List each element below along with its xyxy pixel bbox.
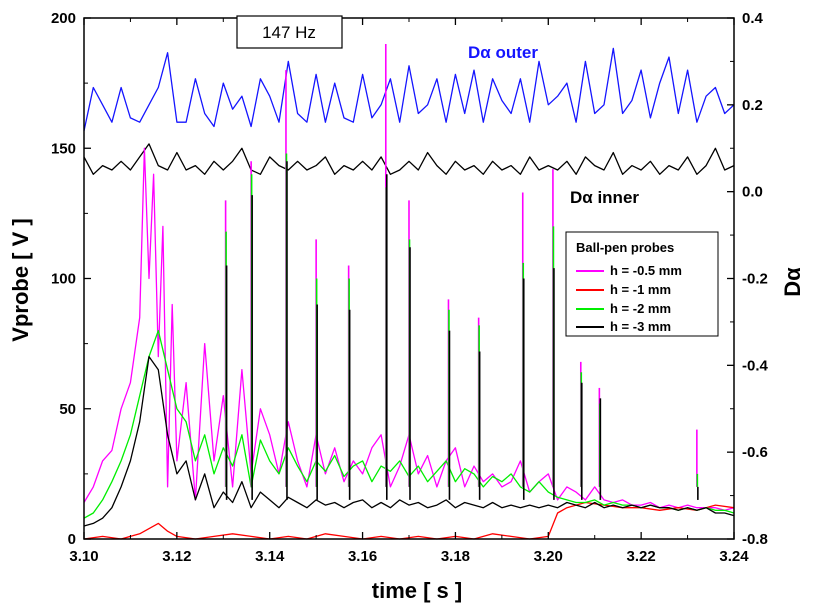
x-axis-title: time [ s ]	[372, 578, 462, 603]
y2-tick-label: 0.2	[742, 97, 763, 114]
axes: 3.10 3.12 3.14 3.16 3.18 3.20 3.22 3.24 0 50 100 15…	[51, 10, 769, 565]
y-tick-label: 50	[59, 401, 76, 418]
legend: Ball-pen probes h = -0.5 mm h = -1 mm h …	[565, 231, 719, 337]
inner-annotation: Dα inner	[570, 188, 639, 207]
x-tick-label: 3.14	[255, 548, 285, 565]
legend-entry-3: h = -3 mm	[610, 319, 671, 334]
y2-tick-label: -0.4	[742, 357, 769, 374]
y2-tick-label: -0.8	[742, 531, 768, 548]
y2-axis-title: Dα	[780, 267, 805, 297]
y-axis-title: Vprobe [ V ]	[8, 218, 33, 341]
plot-area	[83, 44, 735, 540]
x-tick-label: 3.16	[348, 548, 377, 565]
frequency-label: 147 Hz	[262, 23, 316, 42]
x-tick-label: 3.12	[162, 548, 191, 565]
y-tick-label: 150	[51, 140, 76, 157]
series-line-h-3-mm	[83, 355, 735, 527]
y2-tick-label: -0.2	[742, 271, 768, 288]
x-tick-label: 3.22	[627, 548, 656, 565]
legend-box	[565, 231, 719, 337]
series-line-d-inner	[83, 143, 735, 175]
legend-entry-0: h = -0.5 mm	[610, 263, 682, 278]
y2-tick-label: 0.4	[742, 10, 764, 27]
y2-tick-label: 0.0	[742, 184, 763, 201]
frequency-box	[236, 15, 343, 49]
legend-title: Ball-pen probes	[576, 240, 674, 255]
y-tick-label: 100	[51, 271, 76, 288]
legend-entry-1: h = -1 mm	[610, 282, 671, 297]
x-tick-label: 3.20	[534, 548, 563, 565]
y2-tick-label: -0.6	[742, 444, 768, 461]
legend-entry-2: h = -2 mm	[610, 301, 671, 316]
outer-annotation: Dα outer	[468, 43, 538, 62]
series-line-d-outer	[83, 47, 735, 132]
y-tick-label: 200	[51, 10, 76, 27]
x-tick-label: 3.18	[441, 548, 470, 565]
x-tick-label: 3.24	[719, 548, 749, 565]
series-line-h-0-5-mm	[83, 147, 735, 511]
y-tick-label: 0	[68, 531, 76, 548]
x-tick-label: 3.10	[69, 548, 98, 565]
series-line-h-1-mm	[83, 501, 735, 540]
